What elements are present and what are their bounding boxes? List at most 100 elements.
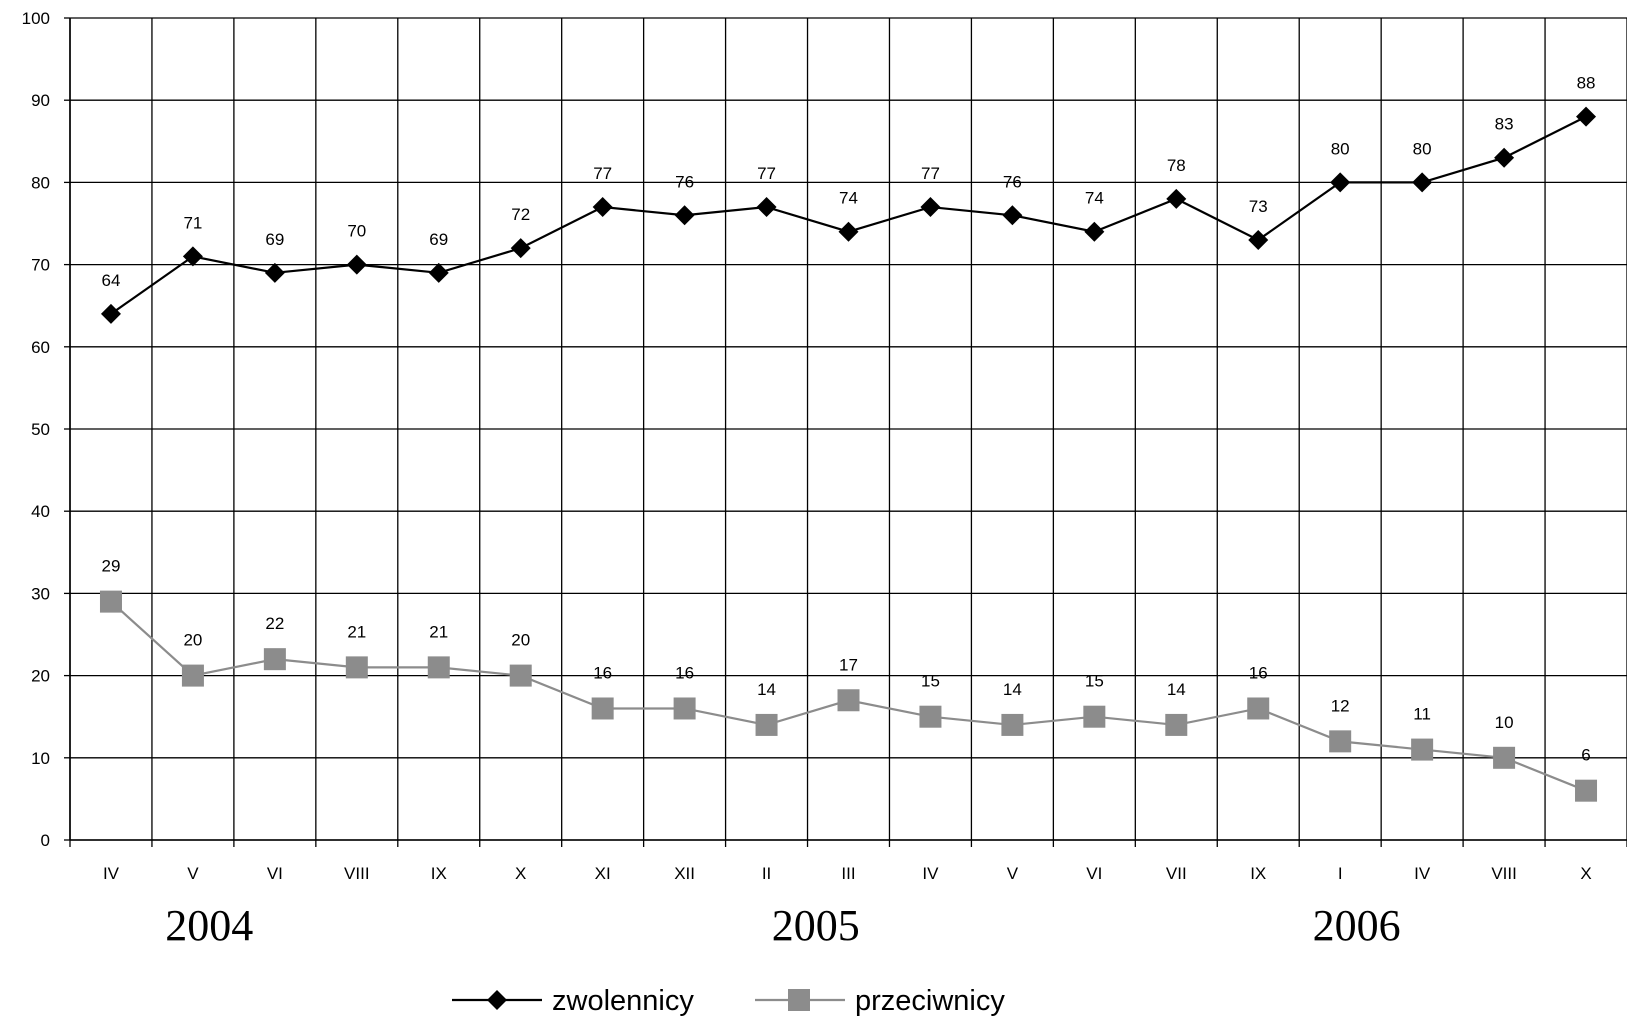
data-label: 14 [1003, 680, 1022, 699]
data-point [1412, 172, 1433, 193]
legend-entry-zwolennicy: zwolennicy [452, 985, 694, 1016]
y-tick-label: 70 [31, 256, 50, 275]
y-tick-label: 90 [31, 91, 50, 110]
series-line-zwolennicy [110, 115, 1587, 315]
data-label: 69 [265, 230, 284, 249]
x-tick-label: VII [1166, 864, 1187, 883]
x-tick-label: XI [595, 864, 611, 883]
data-point [919, 705, 942, 728]
axes [64, 17, 1627, 847]
y-tick-label: 40 [31, 502, 50, 521]
data-point [428, 262, 449, 283]
data-point [1001, 713, 1024, 736]
y-tick-label: 50 [31, 420, 50, 439]
data-point [1165, 713, 1188, 736]
data-label: 74 [1085, 189, 1104, 208]
data-point [1493, 746, 1516, 769]
data-point [837, 689, 860, 712]
y-tick-label: 60 [31, 338, 50, 357]
data-label: 80 [1331, 139, 1350, 158]
data-label: 76 [675, 172, 694, 191]
data-point [510, 238, 531, 259]
series-zwolennicy: 64 71 69 70 69 72 77 76 77 74 77 76 74 78 73 80 80 83 88 [100, 74, 1597, 324]
data-point [182, 246, 203, 267]
data-point [1002, 205, 1023, 226]
data-point [920, 197, 941, 218]
data-label: 88 [1577, 74, 1596, 93]
x-tick-label: VIII [1491, 864, 1517, 883]
data-point [100, 303, 121, 324]
x-tick-label: IX [1250, 864, 1266, 883]
y-tick-labels: 0 10 20 30 40 50 60 70 80 90 100 [22, 9, 50, 850]
data-label: 77 [757, 164, 776, 183]
year-labels: 2004 2005 2006 [165, 901, 1400, 950]
data-point [1166, 188, 1187, 209]
data-point [427, 656, 450, 679]
data-point [1329, 730, 1352, 753]
data-point [1247, 697, 1270, 720]
data-label: 16 [1249, 663, 1268, 682]
data-point [263, 648, 286, 671]
data-label: 70 [347, 222, 366, 241]
x-tick-label: II [762, 864, 771, 883]
x-tick-label: IV [1414, 864, 1431, 883]
data-point [1330, 172, 1351, 193]
x-tick-label: I [1338, 864, 1343, 883]
x-tick-label: IV [103, 864, 120, 883]
year-label-2004: 2004 [165, 901, 253, 950]
legend-marker-zwolennicy [487, 990, 507, 1010]
data-point [1084, 221, 1105, 242]
data-label: 77 [921, 164, 940, 183]
y-tick-label: 80 [31, 173, 50, 192]
data-point [346, 254, 367, 275]
data-point [673, 697, 696, 720]
y-tick-label: 20 [31, 667, 50, 686]
data-point [181, 664, 204, 687]
data-point [1083, 705, 1106, 728]
data-label: 11 [1413, 705, 1431, 724]
data-label: 20 [183, 631, 202, 650]
legend: zwolennicy przeciwnicy [452, 985, 1005, 1016]
data-point [345, 656, 368, 679]
data-label: 71 [183, 213, 202, 232]
x-tick-label: V [187, 864, 199, 883]
x-tick-label: III [841, 864, 855, 883]
data-label: 72 [511, 205, 530, 224]
data-point [264, 262, 285, 283]
x-tick-label: VIII [344, 864, 370, 883]
legend-marker-przeciwnicy [788, 989, 810, 1011]
data-label: 73 [1249, 197, 1268, 216]
series-layer: 64 71 69 70 69 72 77 76 77 74 77 76 74 78 73 80 80 83 88 29… [99, 74, 1598, 802]
data-point [1248, 229, 1269, 250]
data-label: 69 [429, 230, 448, 249]
data-point [755, 713, 778, 736]
data-label: 6 [1581, 746, 1590, 765]
data-point [756, 197, 777, 218]
data-label: 83 [1495, 115, 1514, 134]
data-point [592, 197, 613, 218]
x-tick-labels: IV V VI VIII IX X XI XII II III IV V VI VII IX I IV VIII X [103, 864, 1592, 883]
data-label: 76 [1003, 172, 1022, 191]
data-label: 74 [839, 189, 858, 208]
x-tick-label: VI [1086, 864, 1102, 883]
data-label: 21 [429, 622, 448, 641]
data-label: 10 [1495, 713, 1514, 732]
x-tick-label: IV [922, 864, 939, 883]
x-tick-label: IX [431, 864, 447, 883]
data-label: 77 [593, 164, 612, 183]
legend-label-zwolennicy: zwolennicy [552, 985, 694, 1016]
data-point [99, 590, 122, 613]
x-tick-label: X [515, 864, 526, 883]
x-tick-label: X [1580, 864, 1591, 883]
data-label: 16 [593, 663, 612, 682]
y-tick-label: 30 [31, 584, 50, 603]
y-tick-label: 0 [41, 831, 50, 850]
data-label: 14 [757, 680, 776, 699]
legend-label-przeciwnicy: przeciwnicy [855, 985, 1005, 1016]
data-point [838, 221, 859, 242]
data-point [1494, 147, 1515, 168]
x-tick-label: VI [267, 864, 283, 883]
data-point [1411, 738, 1434, 761]
data-label: 64 [102, 271, 121, 290]
data-point [591, 697, 614, 720]
